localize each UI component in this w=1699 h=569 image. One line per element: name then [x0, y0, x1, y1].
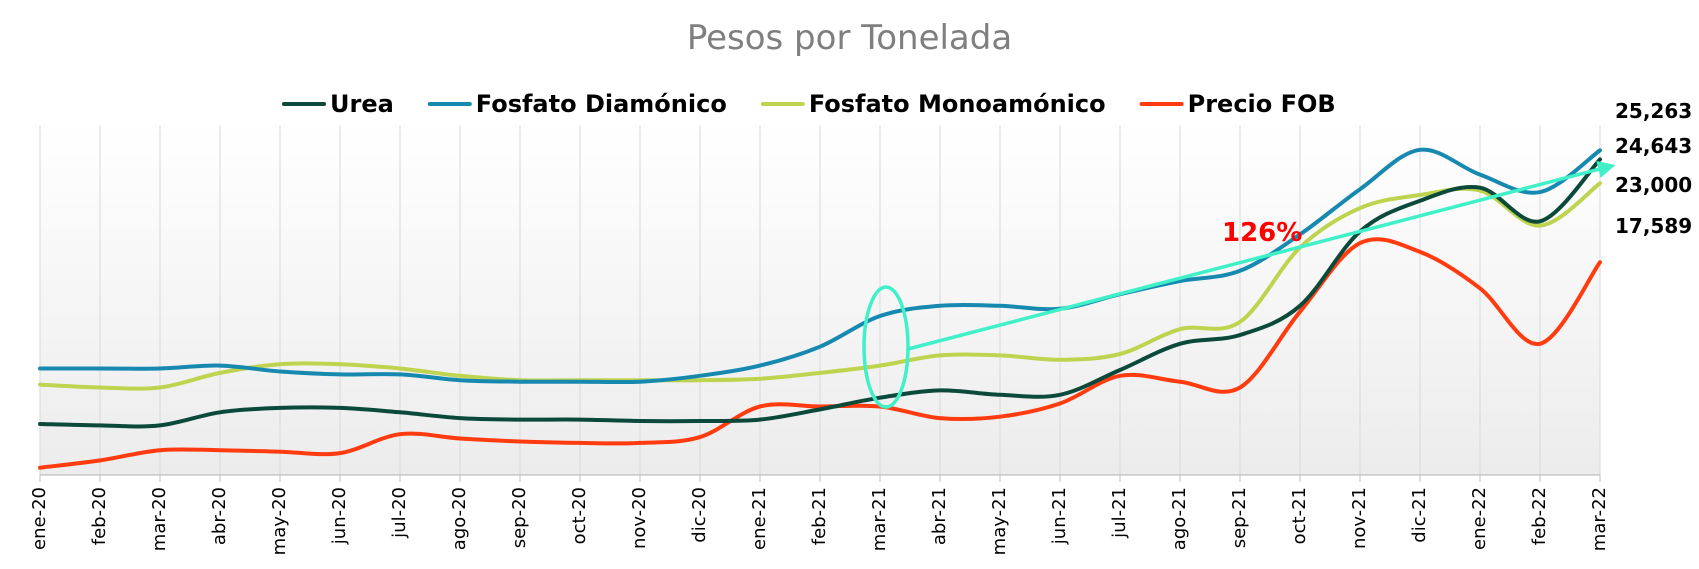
legend-item-precio-fob: Precio FOB	[1139, 90, 1336, 118]
end-value-label: 17,589	[1615, 214, 1692, 238]
x-tick-label: dic-20	[689, 487, 710, 543]
growth-arrow	[907, 160, 1616, 351]
x-tick-label: mar-21	[869, 487, 890, 551]
x-tick-label: ene-21	[749, 487, 770, 550]
x-tick-label: feb-22	[1529, 487, 1550, 545]
x-tick-label: jul-20	[389, 487, 410, 539]
x-tick-label: mar-22	[1589, 487, 1610, 551]
highlight-ellipse	[862, 285, 910, 409]
x-tick-label: jul-21	[1109, 487, 1130, 539]
x-tick-label: oct-21	[1289, 487, 1310, 544]
legend-label: Fosfato Monoamónico	[809, 90, 1106, 118]
x-tick-label: sep-20	[509, 487, 530, 548]
x-tick-label: sep-21	[1229, 487, 1250, 548]
legend-item-urea: Urea	[282, 90, 394, 118]
chart-title: Pesos por Tonelada	[686, 18, 1013, 58]
x-tick-label: nov-20	[629, 487, 650, 549]
legend-item-fosfato-diamonico: Fosfato Diamónico	[427, 90, 727, 118]
x-tick-label: may-20	[269, 487, 290, 555]
series-line-fosfato-monoamonico	[38, 181, 1602, 391]
x-tick-label: mar-20	[149, 487, 170, 551]
x-tick-label: abr-20	[209, 487, 230, 545]
end-value-label: 24,643	[1615, 134, 1692, 158]
growth-percentage: 126%	[1222, 218, 1302, 248]
x-tick-label: ago-20	[449, 487, 470, 550]
series-line-fosfato-diamonico	[38, 147, 1602, 385]
x-tick-label: feb-21	[809, 487, 830, 545]
legend: Urea Fosfato Diamónico Fosfato Monoamónico…	[282, 90, 1336, 118]
end-value-label: 23,000	[1615, 173, 1692, 197]
annotation-layer: 126%	[862, 160, 1616, 409]
x-tick-label: ene-20	[29, 487, 50, 550]
legend-label: Precio FOB	[1188, 90, 1336, 118]
x-tick-label: dic-21	[1409, 487, 1430, 543]
x-tick-label: abr-21	[929, 487, 950, 545]
legend-label: Urea	[330, 90, 394, 118]
legend-item-fosfato-monoamonico: Fosfato Monoamónico	[760, 90, 1106, 118]
legend-label: Fosfato Diamónico	[476, 90, 727, 118]
end-labels: 25,263 24,643 23,000 17,589	[1615, 99, 1692, 238]
x-axis: ene-20 feb-20 mar-20 abr-20 may-20 jun-20 jul-…	[29, 474, 1610, 555]
x-tick-label: feb-20	[89, 487, 110, 545]
end-value-label: 25,263	[1615, 99, 1692, 123]
x-tick-label: oct-20	[569, 487, 590, 544]
x-tick-label: ago-21	[1169, 487, 1190, 550]
series-line-precio-fob	[38, 237, 1602, 470]
x-tick-label: jun-20	[329, 487, 350, 545]
x-tick-label: ene-22	[1469, 487, 1490, 550]
x-tick-label: nov-21	[1349, 487, 1370, 549]
x-tick-label: jun-21	[1049, 487, 1070, 545]
x-tick-label: may-21	[989, 487, 1010, 555]
